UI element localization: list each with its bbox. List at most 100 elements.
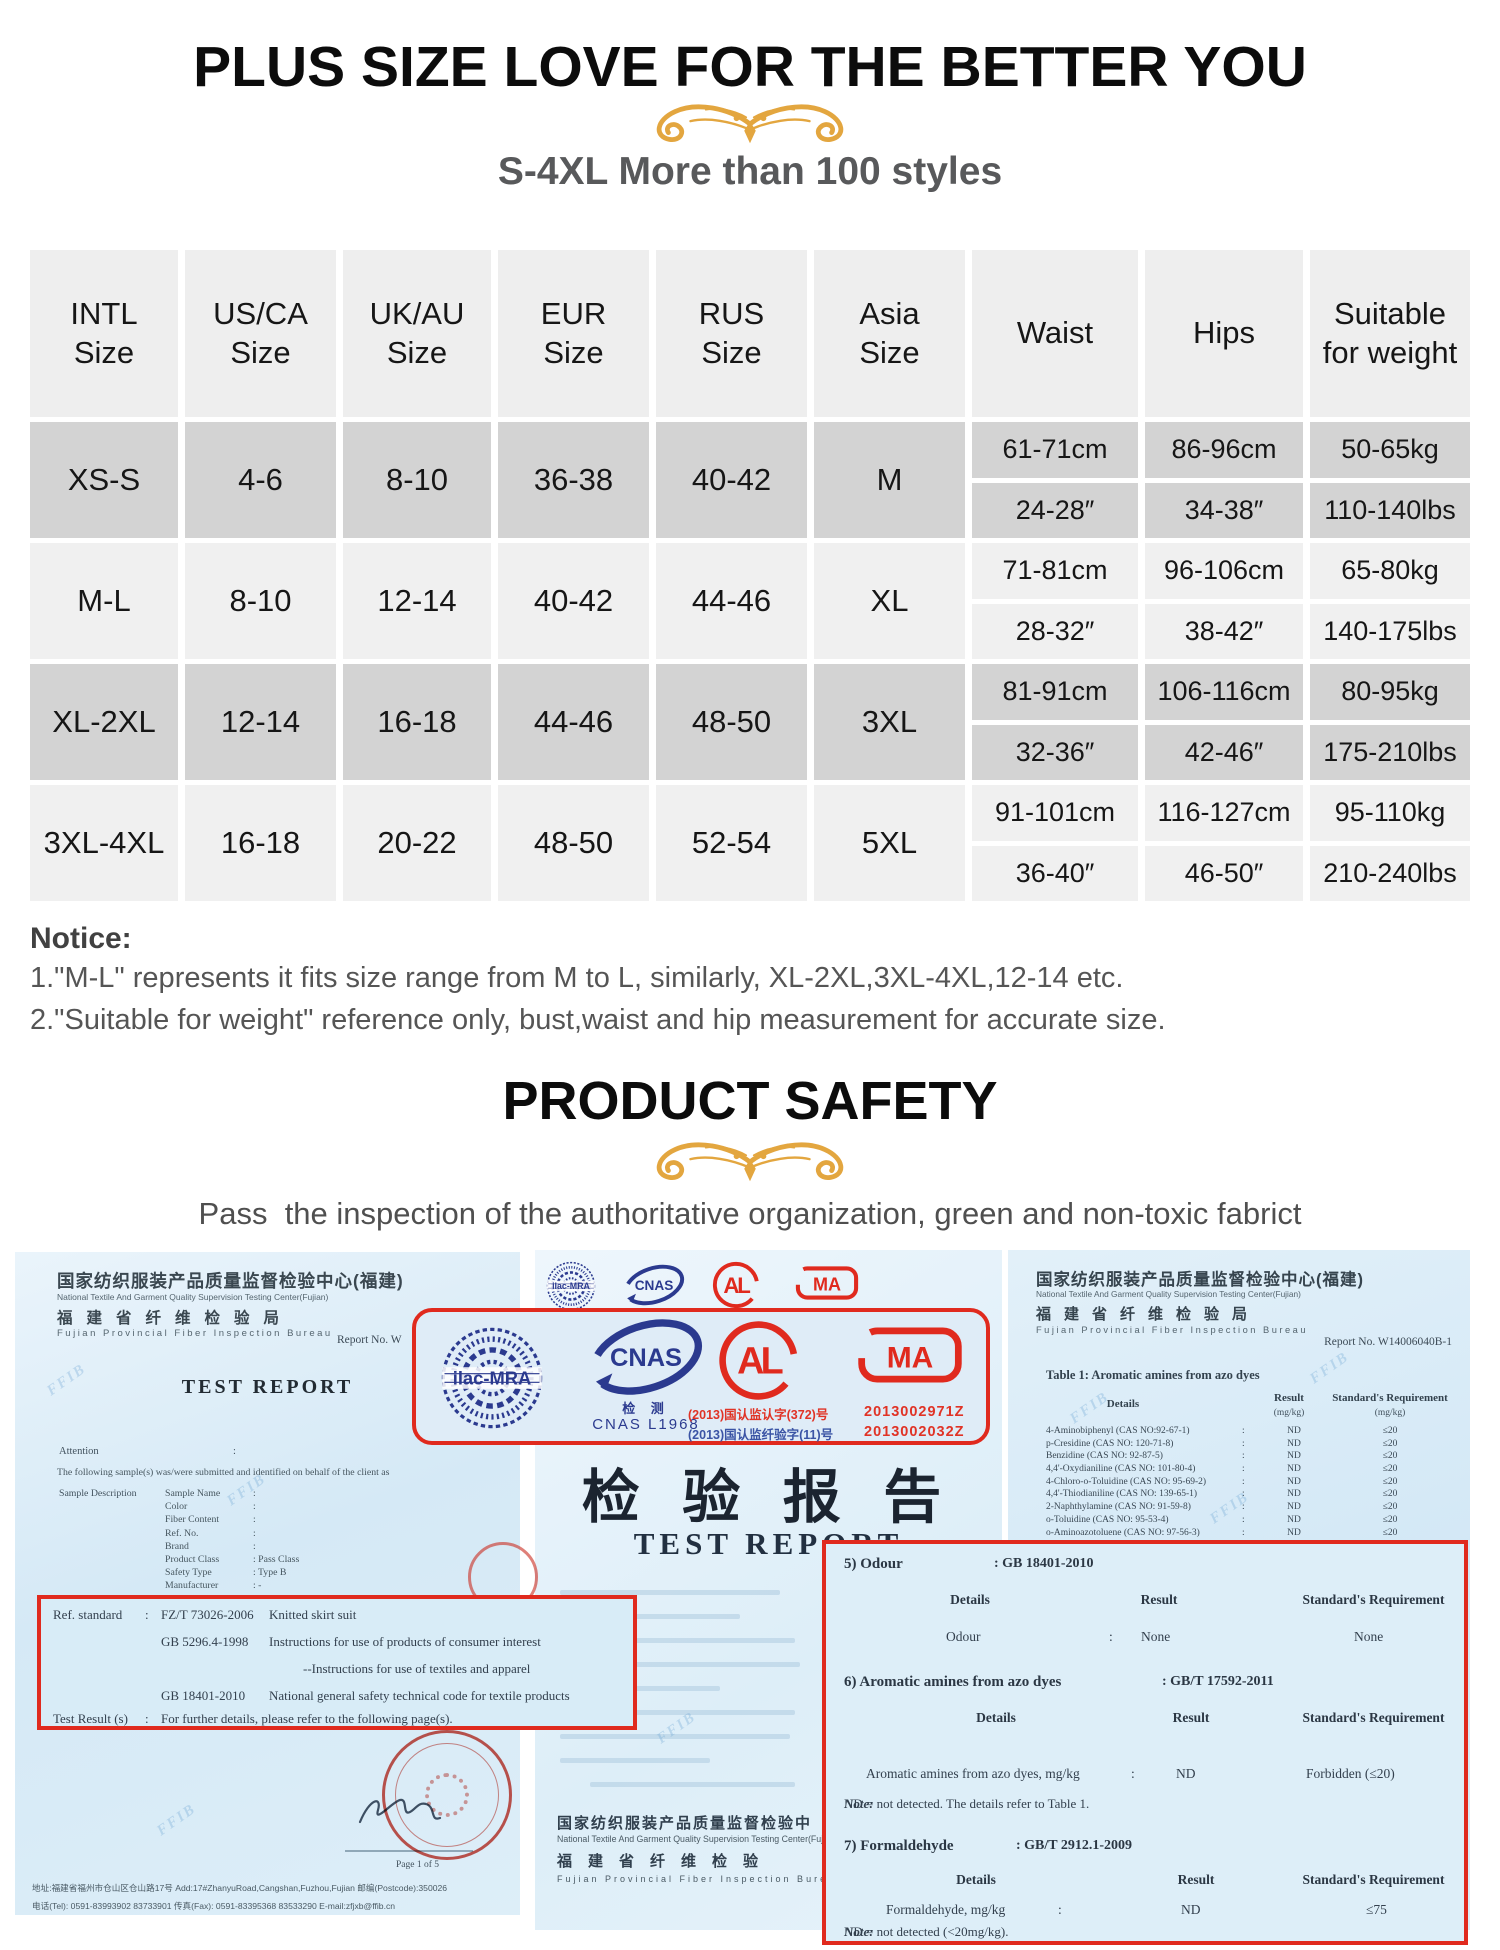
org-name-cn: 国家纺织服装产品质量监督检验中心(福建): [1036, 1271, 1364, 1289]
watermark-text: FFIB: [1307, 1348, 1353, 1388]
sample-value: :: [253, 1527, 256, 1539]
accreditation-logos-highlight-box: 检 测 CNAS L1968 (2013)国认监认字(372)号 (2013)国…: [412, 1308, 990, 1445]
chemical-row: o-Toluidine (CAS NO: 95-53-4): ND ≤20: [1046, 1515, 1456, 1528]
standard-code: GB 5296.4-1998: [161, 1634, 249, 1649]
waist-inch: 24-28″: [972, 482, 1138, 538]
size-cell: M-L: [30, 543, 178, 659]
hips-cell: 96-106cm 38-42″: [1145, 543, 1303, 659]
weight-lbs: 140-175lbs: [1310, 603, 1470, 659]
chemical-name: 4,4'-Thiodianiline (CAS NO: 139-65-1): [1046, 1489, 1198, 1500]
colon: :: [145, 1711, 149, 1726]
ilac-mra-icon: [438, 1324, 546, 1432]
col-header-details: Details: [1106, 1398, 1140, 1410]
header-line: RUS: [698, 295, 765, 331]
page-number: Page 1 of 5: [396, 1860, 440, 1870]
blurred-text-line: [560, 1590, 780, 1595]
sample-row: Ref. No.:: [165, 1528, 465, 1541]
chemical-name: 4-Aminobiphenyl (CAS NO:92-67-1): [1046, 1426, 1190, 1436]
colon: :: [1242, 1527, 1245, 1538]
header-line: for weight: [1322, 334, 1458, 370]
header-line: EUR: [540, 295, 607, 331]
report-number: Report No. W: [337, 1334, 402, 1346]
chemical-name: o-Toluidine (CAS NO: 95-53-4): [1046, 1514, 1169, 1525]
weight-cell: 50-65kg 110-140lbs: [1310, 422, 1470, 538]
hips-cell: 116-127cm 46-50″: [1145, 785, 1303, 901]
chemical-name: 2-Naphthylamine (CAS NO: 91-59-8): [1046, 1502, 1191, 1513]
chemical-row: 4,4'-Thiodianiline (CAS NO: 139-65-1): ND…: [1046, 1489, 1456, 1502]
column-header-ukau: UK/AU Size: [343, 250, 491, 417]
chemical-requirement: ≤20: [1382, 1514, 1398, 1525]
sample-value: :: [253, 1501, 256, 1513]
blurred-text-line: [590, 1782, 795, 1787]
section5-label: 5) Odour: [844, 1556, 903, 1572]
hips-cell: 106-116cm 42-46″: [1145, 664, 1303, 780]
sample-description-label: Sample Description: [59, 1488, 137, 1499]
al-certification-icon: [716, 1318, 801, 1403]
sample-key: Sample Name: [165, 1488, 221, 1499]
sample-row: Brand:: [165, 1541, 465, 1554]
standard-desc: Instructions for use of products of cons…: [269, 1634, 541, 1649]
note-label: Note:: [844, 1924, 874, 1939]
ma-certification-icon: [795, 1264, 859, 1302]
size-cell: 16-18: [343, 664, 491, 780]
sample-key: Safety Type: [165, 1567, 212, 1579]
colon: :: [1242, 1438, 1245, 1449]
standard-code: FZ/T 73026-2006: [161, 1607, 254, 1622]
ilac-mra-icon: [545, 1260, 597, 1312]
colon: :: [1242, 1451, 1245, 1462]
hips-cm: 86-96cm: [1145, 422, 1303, 478]
hips-cell: 86-96cm 34-38″: [1145, 422, 1303, 538]
sample-row: Fiber Content:: [165, 1514, 465, 1527]
blurred-text-line: [595, 1638, 795, 1643]
colon: :: [1242, 1476, 1245, 1487]
colon: :: [1242, 1464, 1245, 1475]
size-cell: 44-46: [498, 664, 649, 780]
section6-standard: : GB/T 17592-2011: [1162, 1674, 1274, 1689]
sample-value: :: [253, 1514, 256, 1526]
chemical-name: 4,4'-Oxydianiline (CAS NO: 101-80-4): [1046, 1464, 1196, 1475]
chemical-requirement: ≤20: [1382, 1464, 1398, 1475]
signature-line: [345, 1850, 473, 1852]
amine-name: Aromatic amines from azo dyes, mg/kg: [866, 1766, 1080, 1781]
size-cell: XS-S: [30, 422, 178, 538]
size-cell: 8-10: [185, 543, 336, 659]
ma-cert-number-1: 2013002971Z: [864, 1404, 965, 1420]
bureau-name-en: Fujian Provincial Fiber Inspection Burea…: [1036, 1325, 1308, 1335]
weight-lbs: 210-240lbs: [1310, 845, 1470, 901]
test-result-label: Test Result (s): [53, 1711, 128, 1726]
mid-footer-org-en: National Textile And Garment Quality Sup…: [557, 1834, 838, 1844]
test-report-heading: TEST REPORT: [181, 1376, 354, 1398]
sample-key: Fiber Content: [165, 1514, 220, 1526]
size-cell: 8-10: [343, 422, 491, 538]
chemical-result: ND: [1287, 1527, 1301, 1538]
chemical-row: o-Aminoazotoluene (CAS NO: 97-56-3): ND ≤2…: [1046, 1528, 1456, 1541]
ma-certification-icon: [856, 1326, 964, 1384]
note-text: ND = not detected. The details refer to …: [844, 1796, 1090, 1811]
doc-footer-contact: 电话(Tel): 0591-83993902 83733901 传真(Fax):…: [32, 1901, 396, 1911]
standard-desc: Knitted skirt suit: [269, 1607, 357, 1622]
colon: :: [1109, 1629, 1113, 1644]
hips-inch: 42-46″: [1145, 724, 1303, 780]
waist-cm: 81-91cm: [972, 664, 1138, 720]
size-chart-table: INTL Size US/CA Size UK/AU Size EUR Size RUS…: [30, 250, 1470, 901]
chemical-result: ND: [1287, 1464, 1301, 1475]
attention-label: Attention: [59, 1446, 99, 1457]
chemical-requirement: ≤20: [1382, 1489, 1398, 1500]
org-name-en: National Textile And Garment Quality Sup…: [1036, 1289, 1301, 1299]
chemical-row: 4,4'-Oxydianiline (CAS NO: 101-80-4): ND ≤…: [1046, 1464, 1456, 1477]
header-line: Asia: [859, 295, 920, 331]
chemical-name: Benzidine (CAS NO: 92-87-5): [1046, 1451, 1163, 1462]
attention-colon: :: [233, 1446, 236, 1457]
col-unit: (mg/kg): [1273, 1408, 1305, 1418]
chemical-row: Benzidine (CAS NO: 92-87-5): ND ≤20: [1046, 1451, 1456, 1464]
size-cell: 52-54: [656, 785, 807, 901]
sample-value: :: [253, 1488, 256, 1499]
header-line: US/CA: [213, 295, 308, 331]
odour-requirement: None: [1354, 1629, 1384, 1644]
header-line: Waist: [1016, 315, 1094, 351]
hips-inch: 46-50″: [1145, 845, 1303, 901]
red-circular-stamp: [382, 1730, 512, 1860]
hips-inch: 38-42″: [1145, 603, 1303, 659]
blurred-text-line: [560, 1662, 800, 1667]
